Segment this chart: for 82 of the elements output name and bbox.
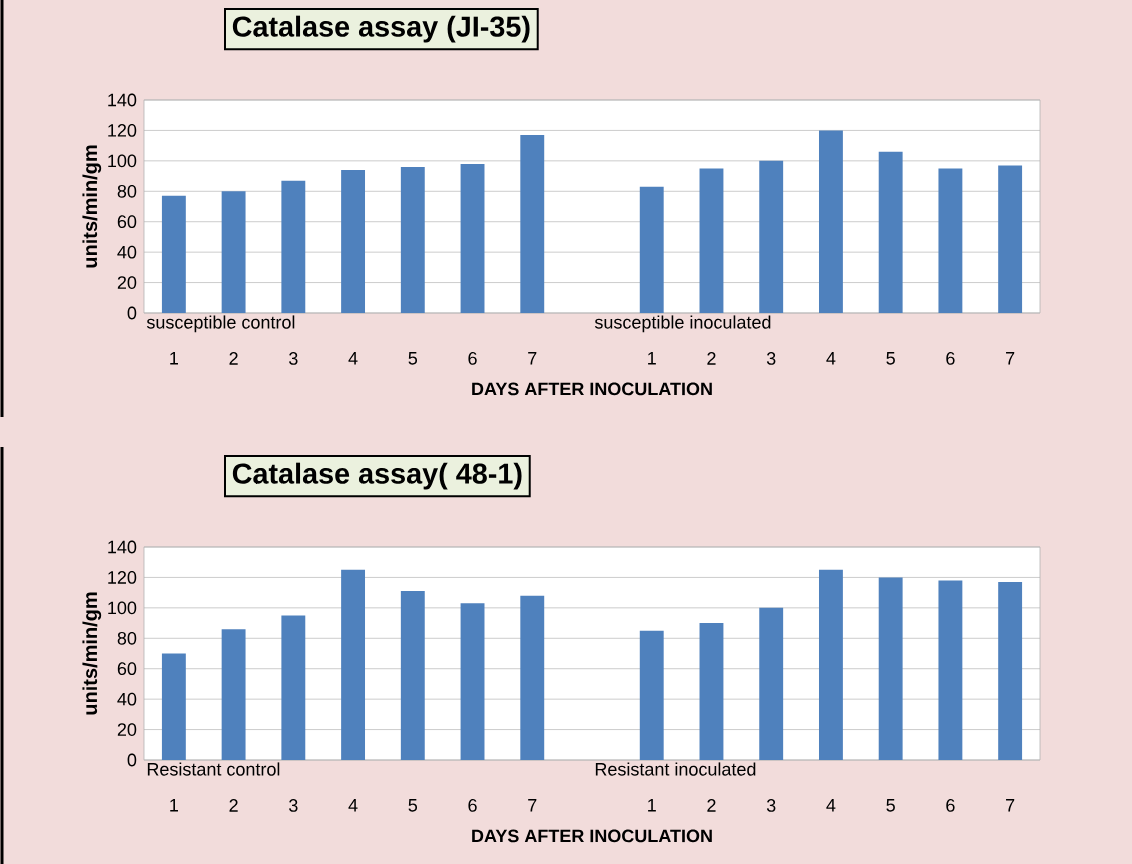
x-tick-label: 5: [408, 352, 418, 365]
text: susceptible control: [146, 315, 295, 333]
bar: [221, 191, 246, 313]
bar: [161, 195, 186, 313]
x-tick-label: 7: [528, 352, 537, 365]
text: susceptible inoculated: [594, 315, 771, 333]
y-tick-label: 100: [108, 601, 137, 615]
x-tick-label: 4: [826, 352, 836, 365]
x-tick-label: 3: [766, 352, 776, 365]
x-tick-label: 7: [1006, 799, 1015, 812]
bar: [520, 134, 545, 313]
y-tick-label: 60: [117, 215, 137, 229]
bar: [699, 623, 724, 760]
x-tick-label: 2: [229, 352, 238, 365]
x-tick-label: 4: [348, 799, 358, 812]
y-tick-label: 0: [127, 306, 137, 320]
x-tick-label: 6: [946, 799, 955, 812]
bar: [878, 151, 903, 313]
bar: [520, 595, 545, 760]
bar: [878, 577, 903, 760]
y-tick-label: 120: [108, 571, 137, 584]
x-tick-label: 3: [289, 799, 298, 812]
bar: [400, 591, 425, 760]
bar: [341, 569, 366, 760]
chart-title: Catalase assay (JI-35): [232, 15, 530, 43]
y-tick-label: 40: [117, 245, 137, 259]
x-tick-label: 5: [886, 352, 895, 365]
y-tick-label: 80: [117, 631, 137, 645]
y-tick-label: 120: [108, 124, 137, 137]
x-tick-label: 7: [1006, 352, 1015, 365]
y-tick-label: 60: [117, 662, 137, 676]
bar: [998, 582, 1023, 760]
y-tick-label: 80: [117, 184, 137, 198]
y-tick-label: 100: [108, 154, 137, 168]
y-tick-label: 0: [127, 753, 137, 767]
bar: [998, 165, 1023, 313]
x-axis-title: DAYS AFTER INOCULATION: [472, 382, 712, 396]
bar: [639, 630, 664, 760]
bar: [699, 168, 724, 313]
bar: [221, 629, 246, 760]
y-axis-title: units/min/gm: [82, 145, 102, 268]
bar: [460, 603, 485, 760]
bar: [161, 653, 186, 760]
x-tick-label: 1: [170, 799, 178, 812]
x-tick-label: 1: [170, 352, 178, 365]
y-axis-title: units/min/gm: [82, 592, 102, 715]
x-tick-label: 2: [707, 352, 716, 365]
text: Resistant inoculated: [595, 762, 756, 776]
x-tick-label: 6: [946, 352, 955, 365]
bar: [281, 180, 306, 313]
bar: [759, 607, 784, 760]
y-tick-label: 40: [117, 692, 137, 706]
bar: [938, 580, 963, 760]
text: Resistant control: [147, 762, 280, 776]
x-tick-label: 2: [707, 799, 716, 812]
x-tick-label: 1: [648, 799, 656, 812]
x-tick-label: 6: [468, 799, 477, 812]
x-tick-label: 3: [289, 352, 298, 365]
bar: [460, 163, 485, 313]
bar: [818, 569, 843, 760]
bar: [938, 168, 963, 313]
x-tick-label: 4: [826, 799, 836, 812]
x-tick-label: 3: [766, 799, 776, 812]
bar: [341, 169, 366, 313]
bar: [400, 166, 425, 313]
x-tick-label: 5: [886, 799, 895, 812]
bar: [818, 130, 843, 313]
x-tick-label: 1: [648, 352, 656, 365]
bar: [759, 160, 784, 313]
y-tick-label: 140: [108, 540, 137, 554]
bar: [281, 615, 306, 760]
x-tick-label: 6: [468, 352, 477, 365]
chart-title: Catalase assay( 48-1): [232, 462, 522, 490]
y-tick-label: 140: [108, 93, 137, 107]
y-tick-label: 20: [117, 276, 137, 289]
x-axis-title: DAYS AFTER INOCULATION: [472, 829, 712, 843]
y-tick-label: 20: [117, 723, 137, 736]
x-tick-label: 7: [528, 799, 537, 812]
x-tick-label: 5: [408, 799, 418, 812]
x-tick-label: 4: [348, 352, 358, 365]
bar: [639, 186, 664, 313]
x-tick-label: 2: [229, 799, 238, 812]
